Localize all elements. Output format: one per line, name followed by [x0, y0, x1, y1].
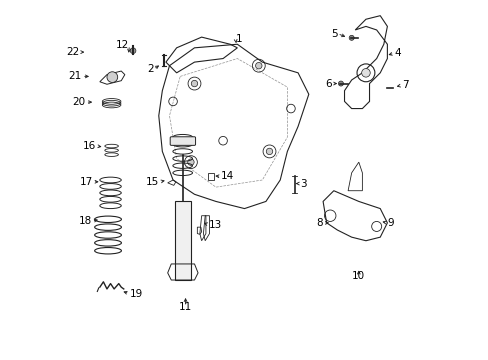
Text: 17: 17: [79, 177, 93, 187]
Text: 20: 20: [72, 97, 85, 107]
Text: 7: 7: [401, 80, 407, 90]
Text: 13: 13: [208, 220, 222, 230]
Text: 10: 10: [351, 271, 365, 282]
FancyBboxPatch shape: [175, 202, 190, 280]
Text: 2: 2: [146, 64, 153, 74]
Text: 5: 5: [330, 28, 337, 39]
Text: 15: 15: [146, 177, 159, 187]
Circle shape: [348, 35, 353, 40]
Text: 6: 6: [325, 78, 331, 89]
Text: 21: 21: [69, 71, 82, 81]
Text: 8: 8: [316, 218, 323, 228]
Text: 19: 19: [129, 289, 142, 298]
Circle shape: [107, 72, 118, 82]
Text: 12: 12: [116, 40, 129, 50]
FancyBboxPatch shape: [170, 137, 195, 145]
Circle shape: [361, 68, 369, 77]
Circle shape: [130, 48, 136, 54]
Text: 4: 4: [394, 48, 400, 58]
Text: 11: 11: [179, 302, 192, 312]
Circle shape: [255, 63, 262, 69]
Text: 9: 9: [386, 218, 393, 228]
Text: 18: 18: [78, 216, 91, 226]
Text: 22: 22: [66, 47, 80, 57]
Text: 1: 1: [235, 34, 242, 44]
Text: 14: 14: [221, 171, 234, 181]
Circle shape: [338, 81, 343, 86]
Circle shape: [191, 80, 197, 87]
Text: 16: 16: [83, 141, 96, 151]
Circle shape: [266, 148, 272, 155]
Circle shape: [187, 159, 194, 165]
Text: 3: 3: [299, 179, 306, 189]
